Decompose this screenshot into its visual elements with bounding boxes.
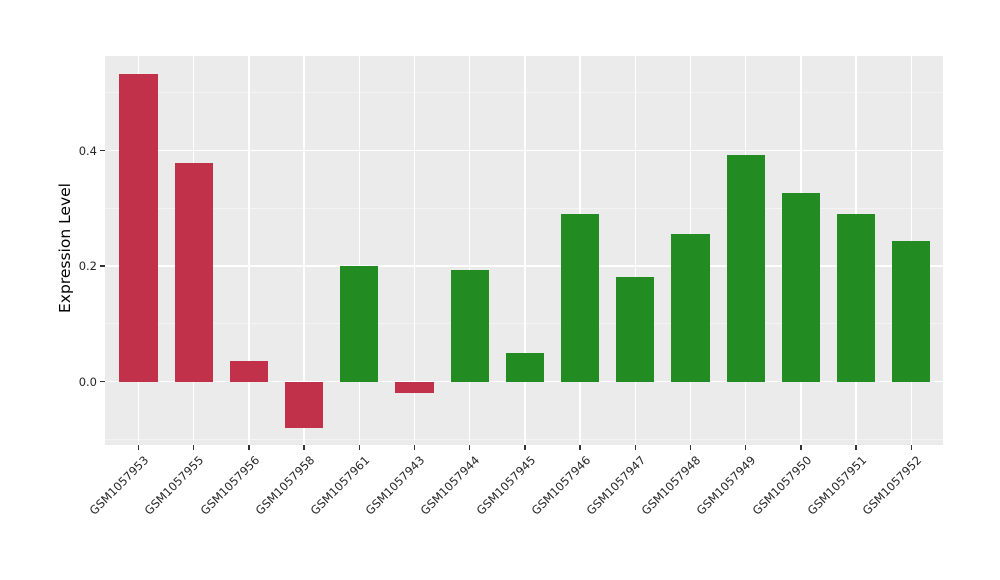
x-tick-mark xyxy=(469,444,471,450)
gridline-vertical xyxy=(634,56,636,445)
y-tick-label: 0.2 xyxy=(78,259,97,274)
bar-GSM1057944 xyxy=(450,270,489,382)
gridline-major-horizontal xyxy=(104,380,943,383)
gridline-major-horizontal xyxy=(104,149,943,152)
gridline-vertical xyxy=(469,56,471,445)
x-tick-mark xyxy=(745,444,747,450)
y-tick-mark xyxy=(99,265,105,267)
x-tick-mark xyxy=(524,444,526,450)
x-tick-mark xyxy=(413,444,416,450)
x-tick-mark xyxy=(248,444,250,450)
y-tick-mark xyxy=(99,380,105,383)
bar-GSM1057961 xyxy=(340,265,379,382)
gridline-vertical xyxy=(303,56,305,445)
y-tick-label: 0.4 xyxy=(78,143,97,158)
gridline-minor-horizontal xyxy=(104,438,943,440)
bar-GSM1057953 xyxy=(119,73,158,382)
bar-GSM1057947 xyxy=(616,277,655,382)
bar-GSM1057946 xyxy=(560,214,600,382)
x-tick-mark xyxy=(579,444,581,450)
bar-GSM1057945 xyxy=(505,353,545,382)
gridline-minor-horizontal xyxy=(104,207,943,209)
x-tick-mark xyxy=(137,444,140,450)
x-tick-mark xyxy=(855,444,857,450)
gridline-major-horizontal xyxy=(104,265,943,267)
bar-GSM1057948 xyxy=(671,234,710,382)
x-tick-mark xyxy=(634,444,636,450)
gridline-minor-horizontal xyxy=(104,323,943,325)
gridline-vertical xyxy=(413,56,416,445)
gridline-minor-horizontal xyxy=(104,92,943,94)
bar-GSM1057950 xyxy=(781,192,821,382)
x-tick-mark xyxy=(800,444,802,450)
bar-GSM1057943 xyxy=(395,381,434,393)
bar-GSM1057955 xyxy=(174,163,213,382)
x-tick-mark xyxy=(303,444,305,450)
gridline-vertical xyxy=(248,56,250,445)
x-tick-mark xyxy=(689,444,692,450)
bar-GSM1057958 xyxy=(284,381,324,429)
x-tick-mark xyxy=(193,444,195,450)
x-tick-mark xyxy=(358,444,360,450)
bar-GSM1057952 xyxy=(892,240,931,382)
bar-GSM1057956 xyxy=(229,360,269,382)
plot-area xyxy=(104,56,943,445)
gridline-vertical xyxy=(358,56,360,445)
y-tick-label: 0.0 xyxy=(78,374,97,389)
y-axis-label: Expression Level xyxy=(56,183,74,313)
bar-GSM1057951 xyxy=(836,214,876,382)
x-tick-mark xyxy=(910,444,912,450)
y-tick-mark xyxy=(99,149,105,152)
gridline-vertical xyxy=(524,56,526,445)
bar-GSM1057949 xyxy=(726,154,765,382)
